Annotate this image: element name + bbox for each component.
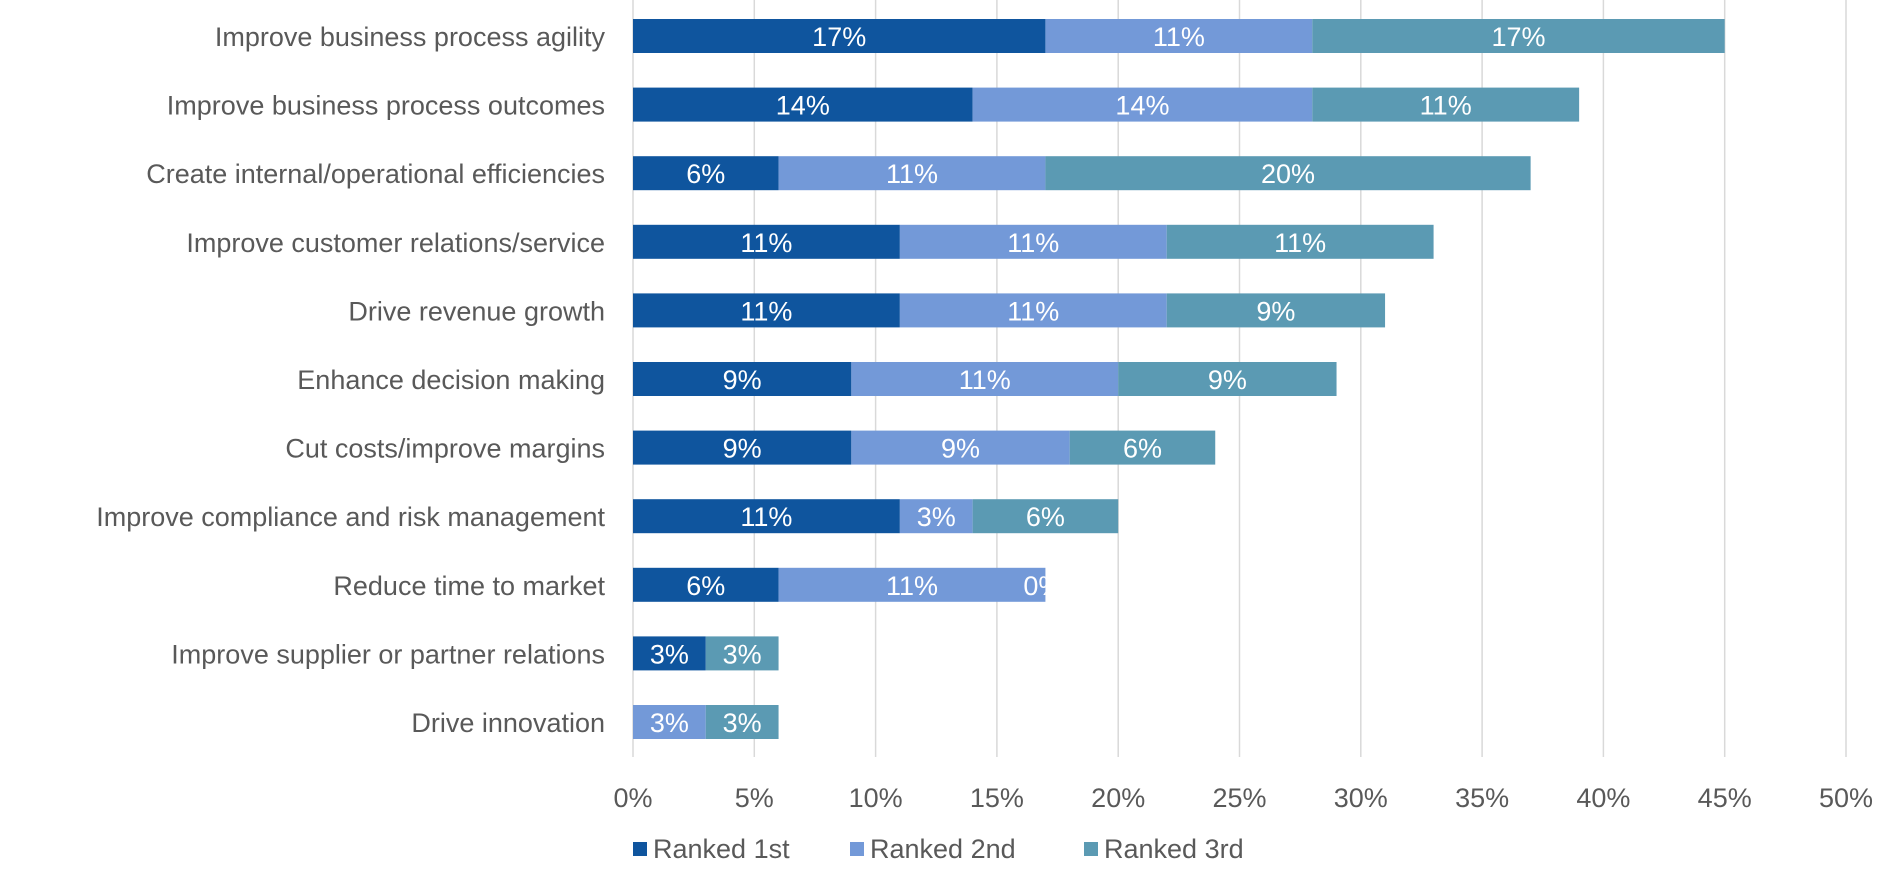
legend-swatch-1 [850,842,864,856]
x-tick-label-8: 40% [1576,783,1630,813]
data-label-6-2: 6% [1123,434,1162,464]
bar-segment-5-1 [851,362,1119,396]
x-axis-tick-labels: 0% 5% 10% 15% 20% 25% 30% 35% 40% 45% 50% [613,783,1873,813]
category-label-8: Reduce time to market [333,571,605,601]
x-tick-label-9: 45% [1698,783,1752,813]
data-label-6-1: 9% [941,434,980,464]
category-label-6: Cut costs/improve margins [285,434,605,464]
data-label-2-2: 20% [1261,159,1315,189]
x-tick-label-6: 30% [1334,783,1388,813]
data-label-10-2: 3% [723,708,762,738]
category-labels: Improve business process agility Improve … [96,22,605,738]
legend: Ranked 1st Ranked 2nd Ranked 3rd [633,834,1244,864]
data-label-2-0: 6% [686,159,725,189]
data-label-4-1: 11% [1007,296,1059,326]
bar-segment-4-1 [899,293,1167,328]
legend-swatch-2 [1084,842,1098,856]
x-tick-label-1: 5% [735,783,774,813]
legend-label-0: Ranked 1st [653,834,790,864]
bar-segment-10-2 [705,705,779,739]
data-label-9-0: 3% [650,639,689,669]
x-tick-label-4: 20% [1091,783,1145,813]
category-label-1: Improve business process outcomes [167,91,605,121]
x-tick-label-3: 15% [970,783,1024,813]
bar-segment-8-0 [633,567,779,602]
bar-segment-7-0 [633,499,900,534]
bar-segment-0-1 [1045,19,1313,53]
data-label-0-0: 17% [812,22,866,52]
bar-segment-4-0 [633,293,900,328]
data-label-4-0: 11% [740,296,792,326]
data-label-5-0: 9% [723,365,762,395]
bar-segment-10-1 [633,705,706,739]
bar-segment-0-2 [1312,19,1725,53]
bar-segment-3-1 [899,224,1167,259]
data-label-4-2: 9% [1256,296,1295,326]
bar-segment-1-1 [972,87,1313,122]
bar-segment-6-1 [851,430,1070,465]
bar-segment-3-2 [1166,224,1434,259]
data-label-7-2: 6% [1026,502,1065,532]
category-label-7: Improve compliance and risk management [96,502,605,532]
category-label-3: Improve customer relations/service [186,228,605,258]
x-tick-label-0: 0% [613,783,652,813]
bar-segment-7-1 [899,499,973,534]
x-tick-label-5: 25% [1212,783,1266,813]
bar-segment-7-2 [972,499,1119,534]
bar-segment-5-2 [1118,362,1337,396]
data-label-7-1: 3% [917,502,956,532]
category-label-0: Improve business process agility [215,22,606,52]
data-label-2-1: 11% [886,159,938,189]
data-label-0-2: 17% [1491,22,1545,52]
legend-label-1: Ranked 2nd [870,834,1016,864]
bar-segment-8-1 [778,567,1046,602]
data-label-8-0: 6% [686,571,725,601]
bar-segment-6-2 [1069,430,1216,465]
data-label-9-2: 3% [723,639,762,669]
x-tick-label-10: 50% [1819,783,1873,813]
bar-segment-2-2 [1045,156,1531,191]
bar-segment-9-0 [633,636,706,671]
data-label-1-0: 14% [776,91,830,121]
bar-segment-2-1 [778,156,1046,191]
category-label-2: Create internal/operational efficiencies [146,159,605,189]
bar-segment-1-2 [1312,87,1580,122]
bars [633,19,1725,739]
data-label-1-2: 11% [1420,91,1472,121]
bar-segment-0-0 [633,19,1046,53]
data-label-6-0: 9% [723,434,762,464]
data-label-3-0: 11% [740,228,792,258]
data-label-3-1: 11% [1007,228,1059,258]
data-label-10-1: 3% [650,708,689,738]
legend-swatch-0 [633,842,647,856]
bar-segment-1-0 [633,87,973,122]
category-label-10: Drive innovation [411,708,605,738]
data-label-7-0: 11% [740,502,792,532]
bar-segment-9-2 [705,636,779,671]
data-label-5-2: 9% [1208,365,1247,395]
data-label-3-2: 11% [1274,228,1326,258]
data-label-5-1: 11% [959,365,1011,395]
x-tick-label-7: 35% [1455,783,1509,813]
category-label-5: Enhance decision making [297,365,605,395]
bar-segment-3-0 [633,224,900,259]
data-label-0-1: 11% [1153,22,1205,52]
category-label-4: Drive revenue growth [348,296,605,326]
bar-segment-2-0 [633,156,779,191]
category-label-9: Improve supplier or partner relations [171,639,605,669]
bar-segment-4-2 [1166,293,1386,328]
data-labels: 17% 11% 17% 14% 14% 11% 6% 11% 20% 11% 11% 11% 11% 11… [650,22,1546,738]
bar-segment-6-0 [633,430,852,465]
legend-label-2: Ranked 3rd [1104,834,1244,864]
data-label-8-2: 0% [1023,571,1062,601]
x-tick-label-2: 10% [849,783,903,813]
data-label-8-1: 11% [886,571,938,601]
data-label-1-1: 14% [1115,91,1169,121]
bar-segment-5-0 [633,362,852,396]
